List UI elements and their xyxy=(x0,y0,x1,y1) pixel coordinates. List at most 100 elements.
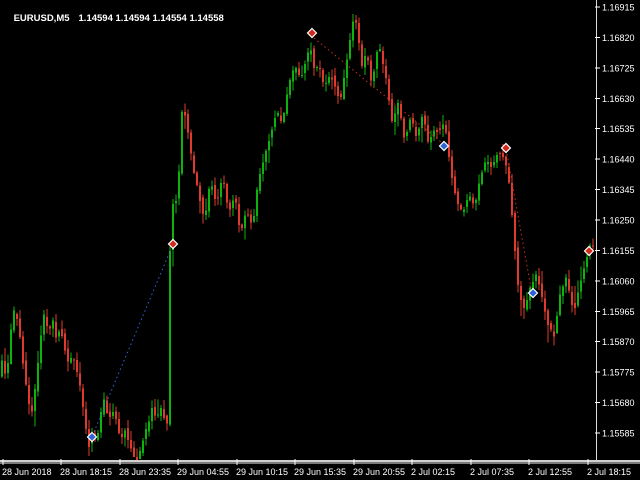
candle-body xyxy=(105,400,109,413)
candle-body xyxy=(366,57,370,61)
candle-body xyxy=(39,335,43,364)
candle-body xyxy=(450,156,454,179)
candle xyxy=(186,109,190,140)
candle xyxy=(180,110,184,176)
candle-body xyxy=(435,129,439,132)
candle xyxy=(357,17,361,51)
candle xyxy=(21,330,25,369)
candle xyxy=(108,402,112,426)
candle-body xyxy=(300,75,304,76)
time-scale-bar xyxy=(0,460,640,462)
candle-body xyxy=(126,428,130,440)
candle xyxy=(69,352,73,364)
candle xyxy=(270,126,274,147)
candle-body xyxy=(432,130,436,137)
time-axis[interactable]: 28 Jun 2018 28 Jun 18:15 28 Jun 23:35 29 Ju… xyxy=(0,459,640,477)
candle-body xyxy=(24,360,28,385)
candle xyxy=(201,194,205,224)
candle xyxy=(360,40,364,69)
candle xyxy=(81,383,85,416)
candle xyxy=(159,405,163,422)
price-axis[interactable]: 1.16915 1.16820 1.16725 1.16630 1.16535 1.164… xyxy=(595,0,635,460)
candle xyxy=(543,290,547,321)
candle xyxy=(111,403,115,420)
candle xyxy=(465,193,469,213)
candle xyxy=(375,50,379,78)
candle-body xyxy=(183,112,187,116)
candle-body xyxy=(258,174,262,191)
candle-body xyxy=(354,19,358,23)
candle xyxy=(456,188,460,212)
candle-body xyxy=(315,67,319,69)
candle-body xyxy=(288,80,292,95)
candle xyxy=(138,447,142,460)
sell-signal-diamond-icon xyxy=(500,142,512,154)
candle-body xyxy=(483,162,487,171)
price-axis-label: 1.15585 xyxy=(602,429,635,439)
candle xyxy=(573,286,577,316)
candle xyxy=(258,167,262,194)
candle xyxy=(51,317,55,337)
candle xyxy=(363,47,367,75)
candle-body xyxy=(573,303,577,309)
candle-body xyxy=(267,140,271,151)
candle xyxy=(441,115,445,137)
candle-body xyxy=(75,360,79,372)
candle xyxy=(276,110,280,118)
candle xyxy=(342,69,346,100)
price-axis-label: 1.16155 xyxy=(602,246,635,256)
candle-body xyxy=(540,283,544,297)
candle-body xyxy=(384,65,388,78)
signal-markers-layer xyxy=(86,27,595,443)
candle xyxy=(432,126,436,142)
signal-connector-line xyxy=(313,37,442,143)
candle-body xyxy=(270,129,274,138)
signal-connector-line xyxy=(506,153,532,289)
candle-body xyxy=(291,70,295,82)
candle-body xyxy=(570,292,574,305)
candle-body xyxy=(276,113,280,116)
candle xyxy=(537,268,541,290)
candle-body xyxy=(84,409,88,430)
candle-body xyxy=(195,172,199,186)
candle xyxy=(123,428,127,447)
candle-body xyxy=(144,428,148,439)
candle-body xyxy=(57,331,61,337)
candle-body xyxy=(465,199,469,207)
candle-body xyxy=(387,79,391,101)
signal-connectors-layer xyxy=(93,37,532,433)
candle-body xyxy=(9,329,13,364)
candle-body xyxy=(474,200,478,203)
candle xyxy=(564,273,568,293)
candle xyxy=(351,13,355,48)
candle-body xyxy=(72,359,76,361)
candle xyxy=(168,246,172,427)
candle xyxy=(570,285,574,313)
time-axis-label: 2 Jul 18:15 xyxy=(587,467,631,477)
candle xyxy=(387,74,391,106)
candle-body xyxy=(579,280,583,292)
candle xyxy=(255,187,259,222)
candle xyxy=(129,431,133,453)
candle xyxy=(348,33,352,61)
candle-body xyxy=(357,23,361,44)
candle-body xyxy=(351,21,355,41)
candle-body xyxy=(42,314,46,335)
candle-body xyxy=(372,71,376,81)
candle-body xyxy=(306,52,310,62)
candle xyxy=(48,325,52,335)
candle-body xyxy=(543,298,547,312)
candle-body xyxy=(156,414,160,416)
candle xyxy=(6,354,10,379)
candle xyxy=(390,92,394,124)
candle xyxy=(126,420,130,449)
candle xyxy=(291,65,295,91)
candle-body xyxy=(369,60,373,81)
candle xyxy=(474,197,478,211)
candle-body xyxy=(477,183,481,201)
candle xyxy=(18,310,22,339)
candle-body xyxy=(399,104,403,119)
candle xyxy=(153,399,157,421)
candle xyxy=(165,414,169,431)
